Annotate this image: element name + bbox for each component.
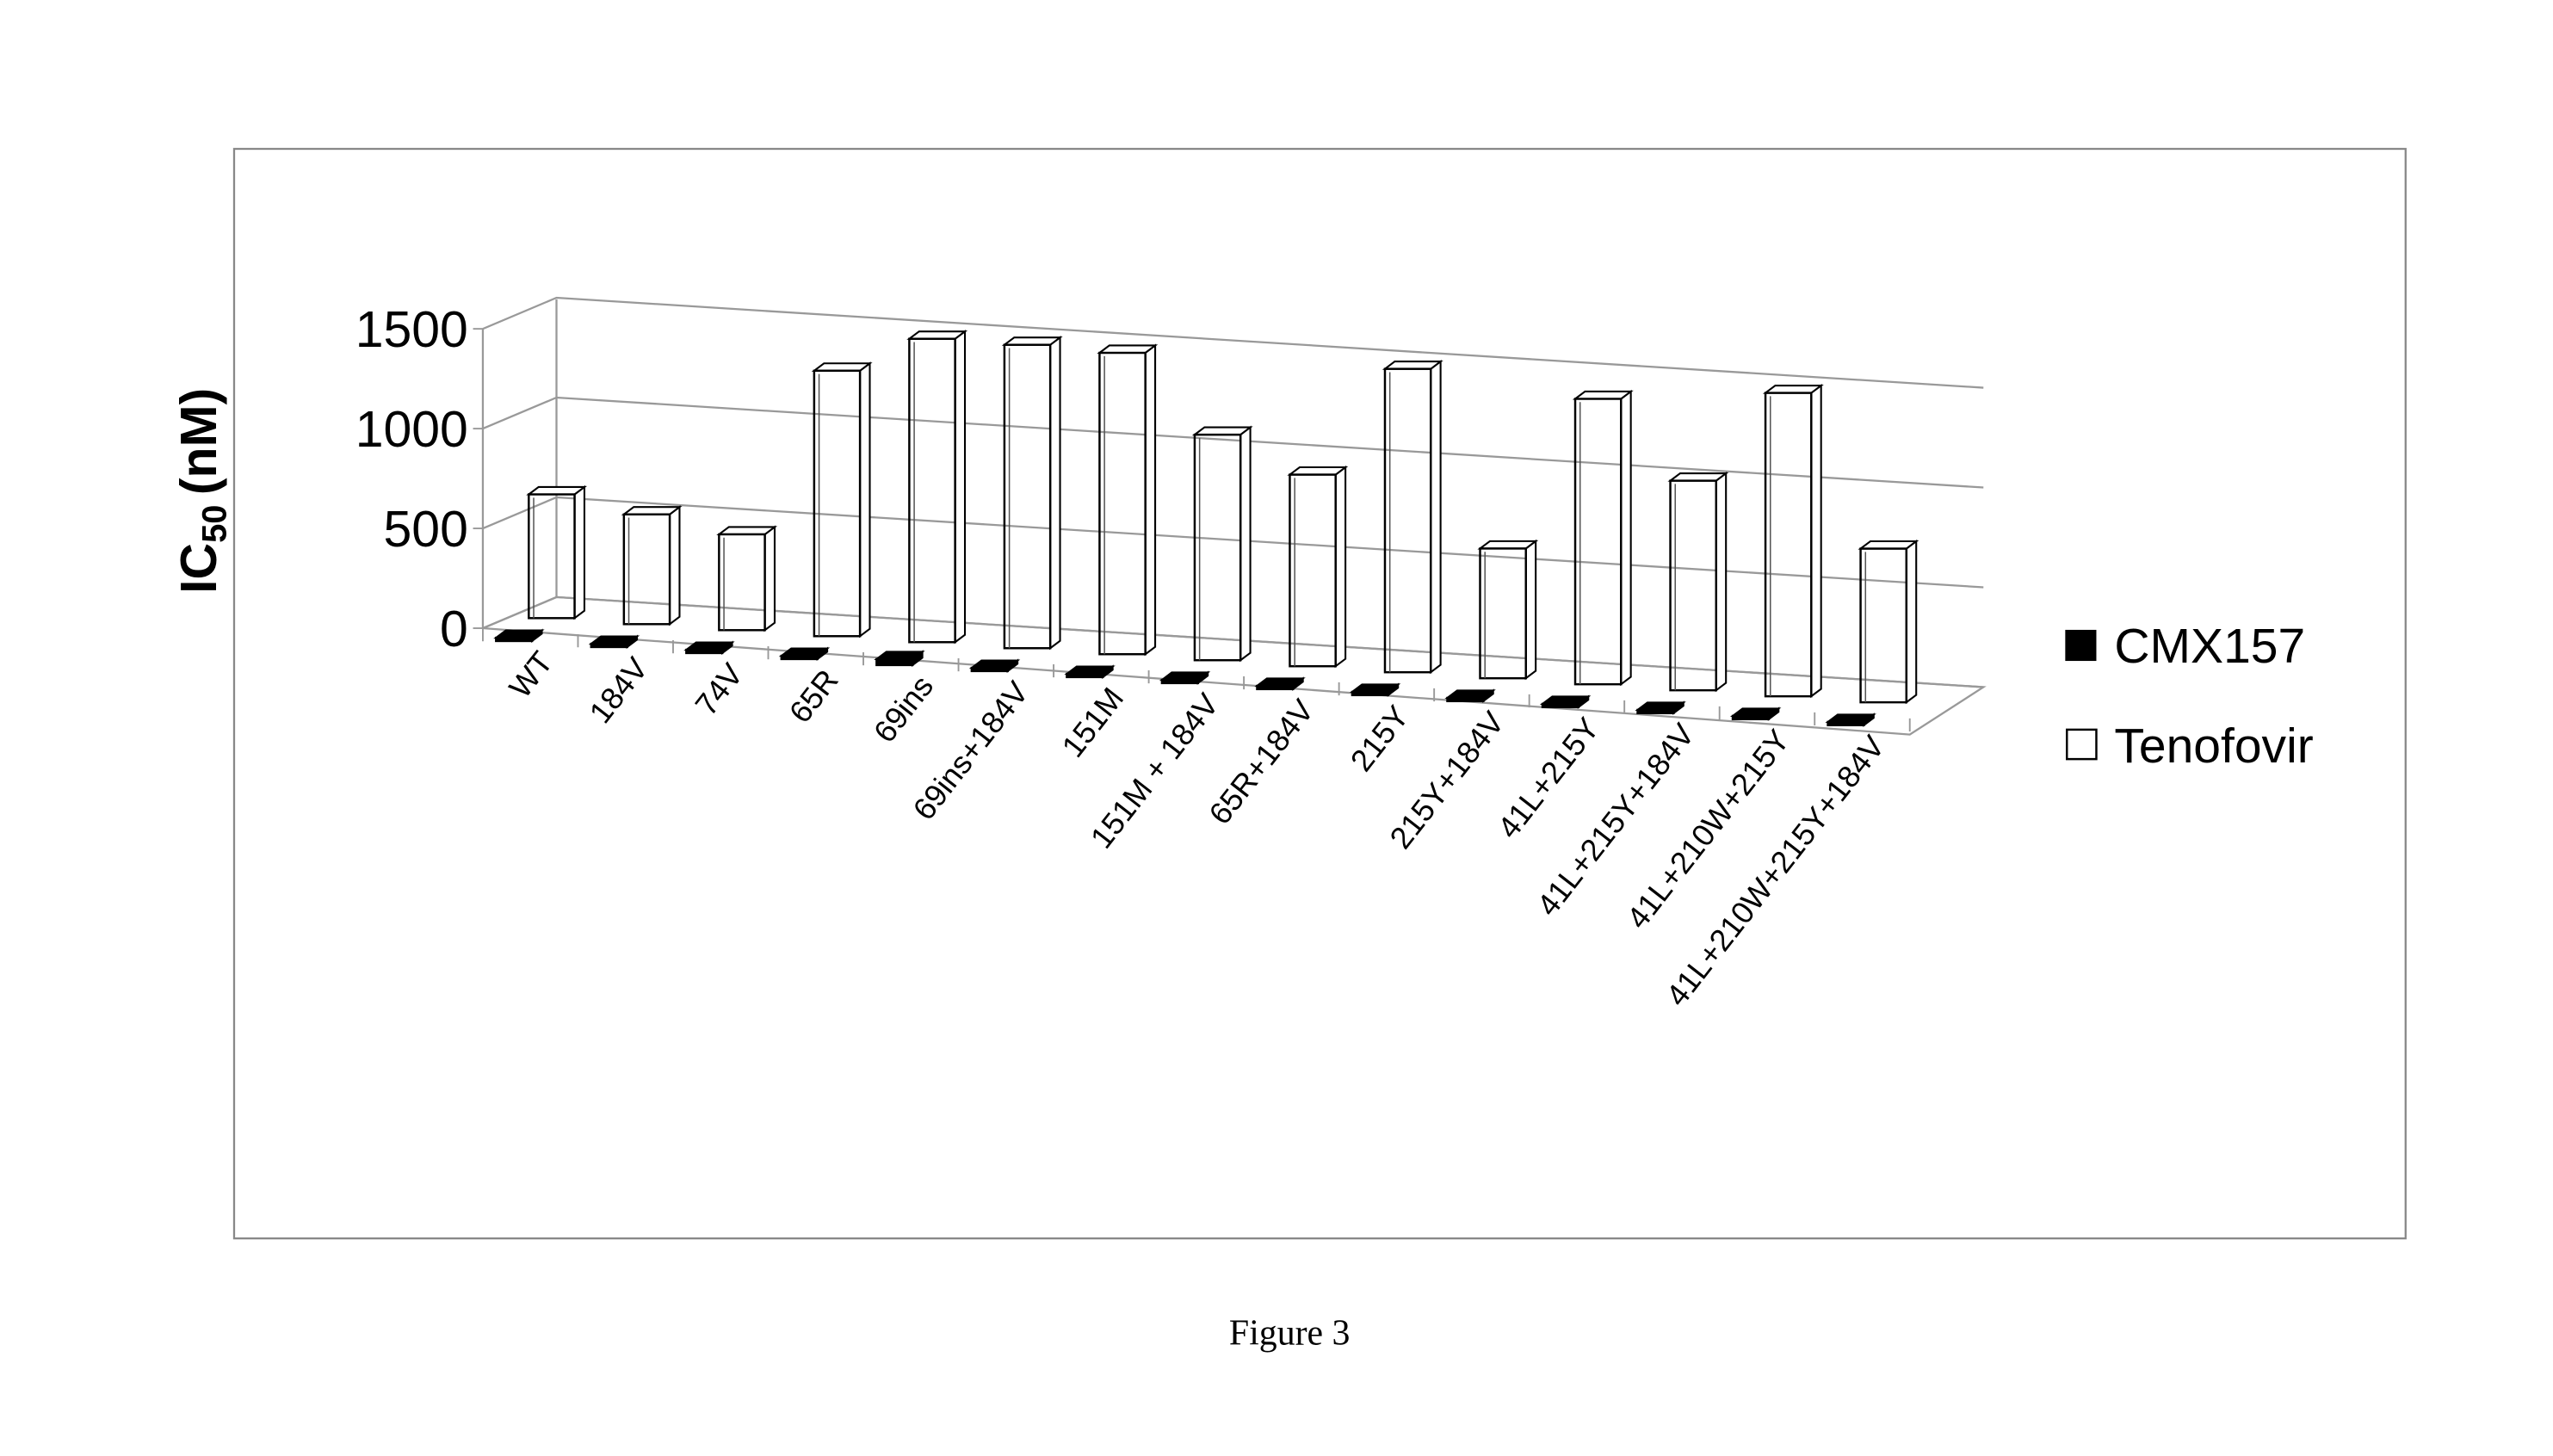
legend-swatch-tenofovir (2067, 730, 2096, 759)
figure-caption: Figure 3 (1229, 1314, 1351, 1354)
y-axis-title: IC50(nM) (171, 388, 233, 594)
cmx157-bar (782, 649, 827, 659)
y-tick-label: 500 (384, 502, 468, 558)
cmx157-bar (1162, 672, 1208, 682)
chart: 050010001500 WT184V74V65R69ins69ins+184V… (0, 0, 2553, 1456)
cmx157-bar (1257, 678, 1302, 688)
cmx157-bar (496, 631, 541, 641)
cmx157-bar (876, 651, 922, 665)
cmx157-bar (1542, 696, 1588, 706)
cmx157-bar (1638, 702, 1684, 713)
legend-label-tenofovir: Tenofovir (2114, 719, 2313, 774)
chart-frame (234, 149, 2406, 1238)
cmx157-bar (591, 637, 637, 647)
cmx157-bar (686, 643, 732, 653)
cmx157-bar (1066, 666, 1112, 676)
cmx157-bar (1733, 708, 1778, 719)
y-tick-label: 1000 (355, 402, 468, 458)
cmx157-bar (1447, 690, 1493, 700)
y-tick-label: 1500 (355, 302, 468, 358)
y-tick-label: 0 (440, 602, 468, 657)
legend-swatch-cmx157 (2065, 630, 2096, 661)
cmx157-bar (1828, 714, 1874, 725)
cmx157-bar (972, 661, 1017, 671)
legend-label-cmx157: CMX157 (2114, 619, 2305, 674)
cmx157-bar (1352, 684, 1398, 694)
